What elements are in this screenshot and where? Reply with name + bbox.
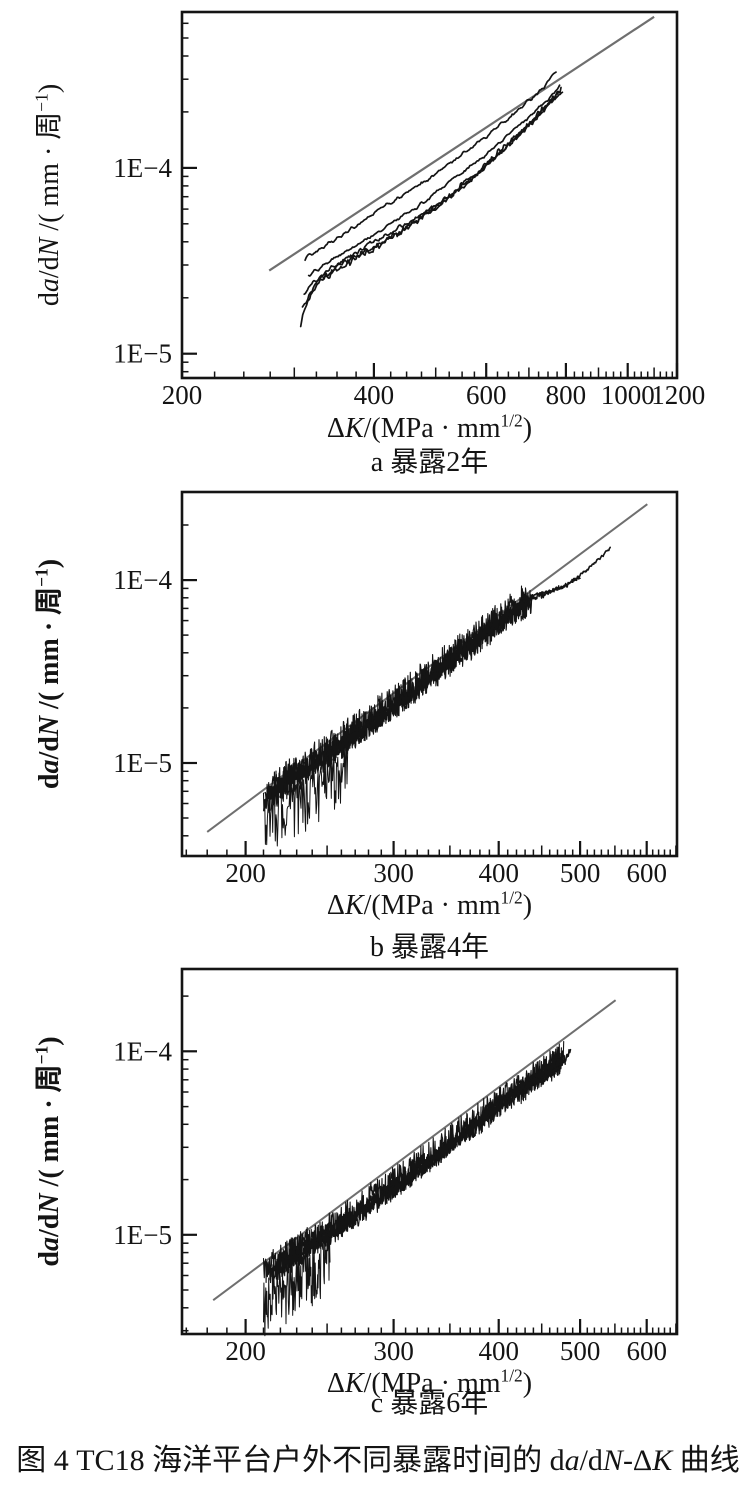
y-tick-label-a: 1E−4 xyxy=(113,153,172,183)
figure-caption: 图 4 TC18 海洋平台户外不同暴露时间的 da/dN-ΔK 曲线 xyxy=(16,1444,740,1477)
y-tick-label-a: 1E−5 xyxy=(113,339,172,369)
data-curve-b-threshold-spikes xyxy=(263,747,349,847)
subtitle-b: b 暴露4年 xyxy=(370,931,489,963)
x-tick-label-c: 400 xyxy=(478,1336,519,1366)
x-axis-label-b: ΔK/(MPa · mm1/2) xyxy=(327,887,532,921)
chart-c: 200 300 400 500 600 1E−4 1E−5 ΔK/(MPa · mm1/2) d… xyxy=(31,967,679,1419)
x-tick-label-a: 600 xyxy=(466,380,507,410)
x-tick-label-c: 600 xyxy=(626,1336,667,1366)
x-axis-label-c: ΔK/(MPa · mm1/2) xyxy=(327,1365,532,1399)
x-tick-label-b: 500 xyxy=(560,858,601,888)
subtitle-a: a 暴露2年 xyxy=(371,446,488,478)
y-tick-label-b: 1E−5 xyxy=(113,748,172,778)
y-tick-label-c: 1E−5 xyxy=(113,1220,172,1250)
x-tick-label-c: 300 xyxy=(373,1336,414,1366)
y-axis-label-b: da/dN /( mm · 周−1) xyxy=(31,559,65,789)
x-tick-label-b: 300 xyxy=(373,858,414,888)
data-curve-a-specimen-5 xyxy=(299,86,562,328)
data-curve-a-specimen-2 xyxy=(307,84,561,277)
x-tick-label-a: 200 xyxy=(162,380,203,410)
y-tick-label-c: 1E−4 xyxy=(113,1036,172,1066)
x-tick-label-a: 1000 xyxy=(601,380,655,410)
fit-line-b xyxy=(206,503,648,833)
x-tick-label-c: 200 xyxy=(225,1336,266,1366)
data-curve-b-band-4 xyxy=(264,593,535,801)
x-tick-label-a: 1200 xyxy=(651,380,705,410)
y-axis-label-a: da/dN /( mm · 周−1) xyxy=(31,84,65,306)
data-curve-a-specimen-1 xyxy=(304,71,557,262)
x-tick-label-b: 200 xyxy=(225,858,266,888)
plot-frame-b xyxy=(180,490,679,858)
fit-line-a xyxy=(268,15,655,272)
data-curve-a-specimen-4 xyxy=(301,91,560,308)
x-axis-label-a: ΔK/(MPa · mm1/2) xyxy=(327,410,532,444)
x-tick-label-b: 400 xyxy=(478,858,519,888)
x-tick-label-a: 800 xyxy=(546,380,587,410)
data-curve-c-threshold-spikes xyxy=(263,1236,331,1337)
subtitle-c: c 暴露6年 xyxy=(371,1387,488,1419)
y-tick-label-b: 1E−4 xyxy=(113,565,172,595)
x-tick-label-a: 400 xyxy=(354,380,395,410)
plot-frame-a xyxy=(180,10,679,380)
data-curve-b-tail-2 xyxy=(511,575,581,611)
data-curve-c-tail-2 xyxy=(498,1058,565,1102)
data-curve-c-band-4 xyxy=(266,1053,566,1278)
plot-frame-c xyxy=(180,967,679,1336)
y-axis-label-c: da/dN /( mm · 周−1) xyxy=(31,1036,65,1266)
x-tick-label-c: 500 xyxy=(560,1336,601,1366)
chart-b: 200 300 400 500 600 1E−4 1E−5 ΔK/(MPa · mm1/2) d… xyxy=(31,490,679,963)
x-tick-label-b: 600 xyxy=(626,858,667,888)
